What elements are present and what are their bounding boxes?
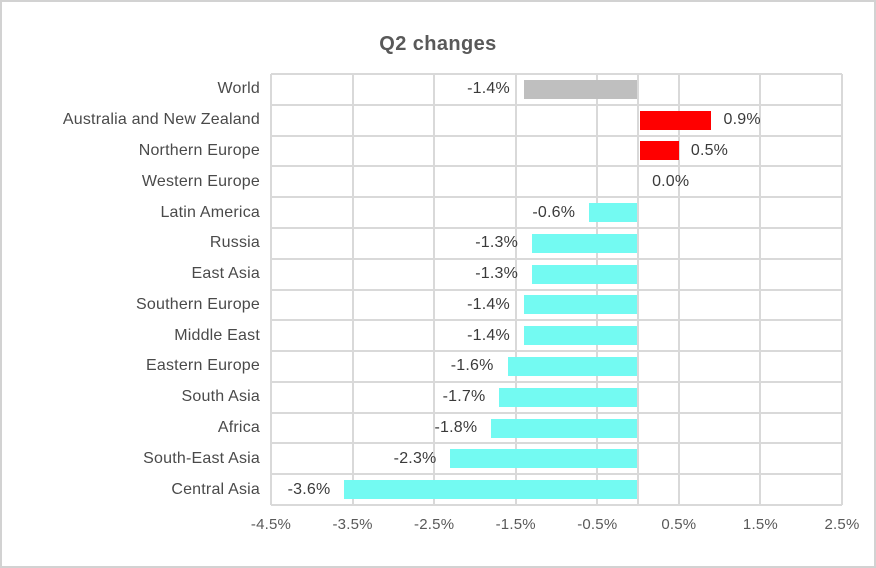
gridline-vertical [841, 74, 843, 505]
value-label-south-asia: -1.7% [442, 388, 486, 406]
category-label-northern-europe: Northern Europe [138, 141, 260, 159]
value-label-middle-east: -1.4% [467, 326, 510, 344]
category-label-western-europe: Western Europe [141, 172, 260, 190]
gridline-horizontal [271, 226, 842, 229]
value-label-australia-and-new-zealand: 0.9% [723, 111, 761, 129]
bar-russia [532, 233, 637, 253]
value-label-russia: -1.3% [475, 234, 519, 252]
gridline-horizontal [271, 73, 842, 75]
category-label-central-asia: Central Asia [171, 480, 260, 498]
gridline-horizontal [271, 442, 842, 445]
x-tick-label-1.5-neg: -1.5% [495, 516, 536, 533]
gridline-horizontal [271, 134, 842, 137]
value-label-northern-europe: 0.5% [690, 141, 729, 159]
bar-northern-europe [639, 141, 679, 161]
gridline-horizontal [271, 165, 842, 168]
bar-middle-east [523, 326, 637, 346]
category-label-south-east-asia: South-East Asia [143, 449, 260, 467]
x-tick-label-3.5-neg: -3.5% [332, 516, 373, 533]
gridline-horizontal [271, 411, 842, 414]
value-label-central-asia: -3.6% [287, 480, 331, 498]
gridline-horizontal [271, 504, 842, 506]
value-label-south-east-asia: -2.3% [393, 449, 437, 467]
category-label-east-asia: East Asia [191, 265, 260, 283]
bar-latin-america [589, 203, 637, 223]
gridline-horizontal [271, 350, 842, 353]
category-label-southern-europe: Southern Europe [136, 295, 260, 313]
x-tick-label-1.5: 1.5% [742, 516, 778, 533]
category-label-australia-and-new-zealand: Australia and New Zealand [62, 111, 260, 129]
bar-south-east-asia [450, 449, 637, 469]
x-tick-label-2.5: 2.5% [824, 516, 860, 533]
bar-southern-europe [523, 295, 637, 315]
bar-australia-and-new-zealand [639, 110, 712, 130]
x-tick-label-4.5-neg: -4.5% [250, 516, 292, 533]
chart-title: Q2 changes [379, 33, 497, 55]
bar-africa [491, 418, 637, 438]
bar-south-asia [499, 387, 637, 407]
gridline-horizontal [271, 257, 842, 260]
category-label-world: World [217, 80, 260, 98]
gridline-horizontal [271, 103, 842, 106]
category-label-middle-east: Middle East [174, 326, 260, 344]
x-tick-label-2.5-neg: -2.5% [414, 516, 455, 533]
bar-central-asia [344, 480, 637, 500]
x-tick-label-0.5-neg: -0.5% [577, 516, 618, 533]
x-tick-label-0.5: 0.5% [661, 516, 697, 533]
gridline-horizontal [271, 319, 842, 322]
value-label-latin-america: -0.6% [532, 203, 576, 221]
category-label-russia: Russia [209, 234, 260, 252]
value-label-southern-europe: -1.4% [467, 295, 510, 313]
value-label-western-europe: 0.0% [652, 172, 690, 190]
category-label-south-asia: South Asia [181, 388, 260, 406]
category-label-africa: Africa [217, 419, 260, 437]
category-label-eastern-europe: Eastern Europe [146, 357, 260, 375]
gridline-horizontal [271, 196, 842, 199]
value-label-africa: -1.8% [434, 419, 478, 437]
bar-eastern-europe [507, 356, 637, 376]
gridline-horizontal [271, 288, 842, 291]
gridline-horizontal [271, 380, 842, 383]
bar-world [523, 79, 637, 99]
value-label-eastern-europe: -1.6% [450, 357, 494, 375]
value-label-east-asia: -1.3% [475, 265, 519, 283]
value-label-world: -1.4% [467, 80, 510, 98]
gridline-horizontal [271, 473, 842, 476]
bar-east-asia [532, 264, 637, 284]
category-label-latin-america: Latin America [160, 203, 260, 221]
